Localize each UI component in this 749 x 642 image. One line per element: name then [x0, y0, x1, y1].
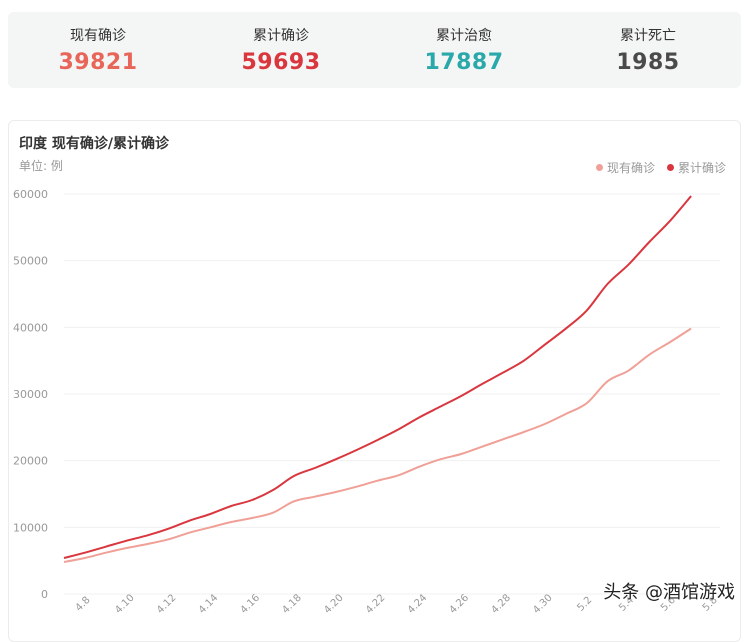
stat-label: 累计确诊	[253, 28, 309, 44]
legend-label: 累计确诊	[677, 161, 726, 175]
chart-card: 印度 现有确诊/累计确诊 单位: 例 现有确诊 累计确诊	[8, 120, 741, 642]
y-tick-label: 50000	[13, 255, 48, 268]
y-tick-label: 0	[41, 588, 48, 601]
y-tick-label: 30000	[13, 388, 48, 401]
stats-panel: 现有确诊 39821 累计确诊 59693 累计治愈 17887 累计死亡 19…	[8, 12, 741, 88]
y-tick-label: 40000	[13, 321, 48, 334]
stat-value: 39821	[58, 50, 138, 75]
y-tick-label: 10000	[13, 521, 48, 534]
legend-item-current[interactable]: 现有确诊	[595, 159, 655, 176]
stat-value: 1985	[616, 50, 680, 75]
legend-label: 现有确诊	[606, 161, 655, 175]
x-tick-label: 4.22	[364, 592, 388, 616]
x-tick-label: 4.8	[74, 595, 93, 614]
series-line-0	[63, 327, 692, 563]
stat-value: 59693	[241, 50, 321, 75]
stat-value: 17887	[424, 50, 504, 75]
watermark-text: 头条 @酒馆游戏	[603, 582, 735, 603]
x-tick-label: 4.20	[322, 592, 346, 616]
x-tick-label: 4.16	[239, 592, 263, 616]
x-tick-label: 4.26	[448, 592, 472, 616]
series-line-1	[63, 195, 692, 559]
x-tick-label: 4.10	[113, 592, 137, 616]
x-tick-label: 4.14	[197, 592, 221, 616]
line-chart: 0 10000 20000 30000 40000 50000 60000 4.8 4.10 4.…	[13, 188, 720, 616]
x-tick-label: 4.18	[280, 592, 304, 616]
y-tick-label: 60000	[13, 188, 48, 201]
legend-item-total[interactable]: 累计确诊	[666, 159, 726, 176]
chart-legend[interactable]: 现有确诊 累计确诊	[584, 159, 726, 176]
stat-label: 累计治愈	[436, 28, 492, 44]
x-tick-label: 5.2	[575, 595, 594, 614]
chart-unit: 单位: 例	[19, 159, 63, 173]
x-tick-label: 4.30	[531, 592, 555, 616]
stat-label: 累计死亡	[620, 28, 676, 44]
x-tick-label: 4.24	[406, 592, 430, 616]
y-tick-label: 20000	[13, 455, 48, 468]
legend-dot-icon	[666, 164, 674, 171]
legend-dot-icon	[595, 164, 603, 171]
stat-label: 现有确诊	[70, 28, 126, 44]
chart-title: 印度 现有确诊/累计确诊	[19, 136, 169, 152]
x-tick-label: 4.12	[155, 592, 179, 616]
x-tick-label: 4.28	[489, 592, 513, 616]
